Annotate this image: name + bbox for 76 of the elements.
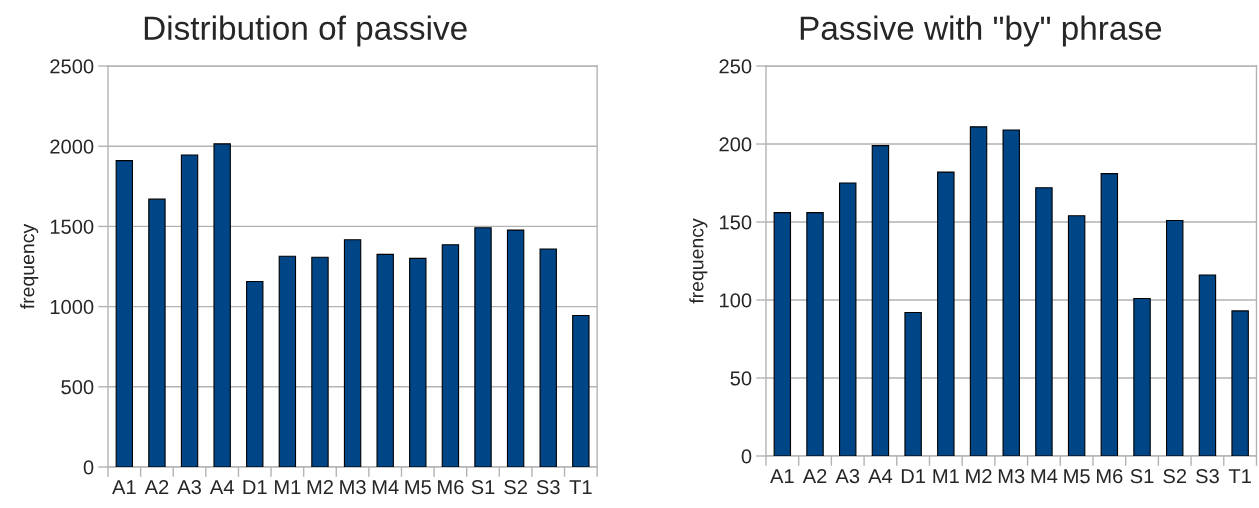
x-tick-label: A2: [802, 469, 827, 484]
bar: [506, 229, 525, 467]
x-tick-label: T1: [569, 480, 592, 495]
y-axis-title: frequency: [689, 218, 708, 304]
bar: [1133, 297, 1151, 456]
bar: [148, 198, 166, 467]
y-tick-label: 0: [741, 449, 752, 464]
bar: [838, 182, 857, 456]
x-tick-label: M5: [1064, 469, 1090, 484]
x-tick-label: A3: [835, 469, 860, 484]
bar: [1166, 219, 1184, 456]
bar: [1067, 215, 1086, 456]
x-tick-label: S1: [1130, 469, 1154, 484]
x-tick-label: S1: [471, 480, 495, 495]
bar: [474, 227, 492, 467]
bar: [871, 145, 890, 456]
x-tick-label: D1: [243, 480, 267, 495]
bar: [278, 255, 297, 467]
y-tick-label: 50: [730, 371, 752, 386]
x-tick-label: M4: [1031, 469, 1058, 484]
x-tick-label: T1: [1228, 469, 1251, 484]
bar: [115, 160, 134, 467]
y-tick-label: 250: [719, 59, 752, 74]
bar: [1198, 274, 1217, 456]
x-tick-label: S2: [1163, 469, 1187, 484]
y-tick-label: 500: [61, 380, 94, 395]
y-tick-label: 100: [720, 293, 752, 308]
y-axis-title: frequency: [20, 223, 39, 309]
x-tick-label: M3: [340, 480, 366, 495]
bar: [409, 257, 427, 467]
bar: [343, 239, 362, 467]
y-tick-label: 200: [719, 137, 752, 152]
bar: [904, 311, 922, 456]
bar: [441, 244, 460, 467]
y-tick-label: 150: [720, 215, 752, 230]
x-tick-label: M3: [998, 469, 1025, 484]
bar: [213, 143, 231, 467]
bar: [1002, 129, 1020, 456]
y-tick-label: 1500: [50, 219, 94, 234]
x-tick-label: A2: [144, 480, 169, 495]
x-tick-label: A1: [770, 469, 794, 484]
bar: [311, 256, 329, 467]
bar: [806, 212, 824, 456]
x-tick-label: M2: [966, 469, 992, 484]
bar: [937, 171, 955, 456]
x-tick-label: M5: [405, 480, 431, 495]
x-tick-label: S2: [504, 480, 527, 495]
x-tick-label: M1: [933, 469, 959, 484]
x-tick-label: M4: [372, 480, 399, 495]
x-tick-label: M2: [307, 480, 333, 495]
chart-title: Passive with "by" phrase: [800, 15, 1162, 47]
x-tick-label: S3: [536, 480, 560, 495]
x-tick-label: M6: [438, 480, 464, 495]
bar: [1231, 310, 1249, 456]
x-tick-label: A4: [868, 469, 893, 484]
bar: [572, 314, 590, 467]
x-tick-label: M6: [1096, 469, 1123, 484]
x-tick-label: M1: [275, 480, 301, 495]
bar: [773, 212, 792, 456]
x-tick-label: S3: [1196, 469, 1219, 484]
y-tick-label: 2500: [50, 59, 94, 74]
bar: [1035, 187, 1053, 456]
bar: [1100, 173, 1119, 456]
chart-title: Distribution of passive: [144, 15, 467, 47]
x-tick-label: A1: [112, 480, 136, 495]
y-tick-label: 2000: [50, 139, 94, 154]
x-tick-label: A3: [177, 480, 201, 495]
y-tick-label: 0: [83, 460, 94, 475]
bar: [180, 154, 199, 467]
x-tick-label: A4: [209, 480, 234, 495]
bar: [969, 126, 988, 456]
bar: [246, 280, 264, 467]
x-tick-label: D1: [901, 469, 926, 484]
bar: [376, 253, 394, 467]
y-tick-label: 1000: [50, 299, 94, 315]
bar: [539, 248, 557, 467]
